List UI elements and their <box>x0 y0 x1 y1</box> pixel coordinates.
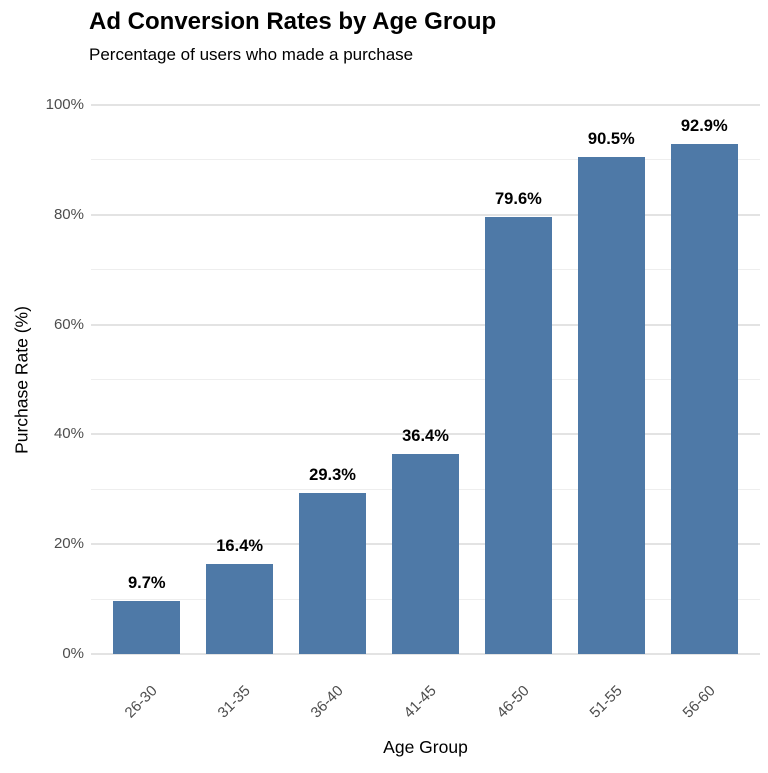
chart-subtitle: Percentage of users who made a purchase <box>89 45 414 64</box>
x-tick-label-51-55: 51-55 <box>586 682 626 722</box>
y-tick-label-60: 60% <box>53 315 84 333</box>
y-axis-title: Purchase Rate (%) <box>11 305 32 454</box>
gridline-major-100 <box>91 104 760 106</box>
gridline-minor-50 <box>91 379 760 380</box>
bar-value-label-36-40: 29.3% <box>309 466 356 485</box>
x-tick-label-46-50: 46-50 <box>493 682 533 722</box>
bar-value-label-51-55: 90.5% <box>587 130 635 149</box>
y-tick-label-100: 100% <box>45 96 84 113</box>
x-tick-label-26-30: 26-30 <box>121 682 162 722</box>
bar-36-40 <box>299 493 367 654</box>
bar-value-label-31-35: 16.4% <box>216 536 264 555</box>
bar-value-label-41-45: 36.4% <box>402 427 449 446</box>
x-axis-title: Age Group <box>383 737 468 757</box>
y-tick-label-0: 0% <box>62 645 84 662</box>
bar-56-60 <box>670 143 738 654</box>
bar-value-label-56-60: 92.9% <box>680 116 728 135</box>
chart-title: Ad Conversion Rates by Age Group <box>89 8 497 35</box>
gridline-major-80 <box>91 213 760 216</box>
x-tick-label-36-40: 36-40 <box>307 682 347 722</box>
gridline-minor-70 <box>91 269 760 271</box>
bar-26-30 <box>113 600 181 654</box>
plot-panel: 9.7% 16.4% 29.3% 36.4% 79.6% 90.5% 92.9% <box>91 104 760 655</box>
bar-46-50 <box>484 217 552 654</box>
bar-value-label-26-30: 9.7% <box>127 573 166 592</box>
x-tick-label-31-35: 31-35 <box>214 682 254 722</box>
gridline-major-60 <box>91 323 760 326</box>
y-tick-label-40: 40% <box>53 425 84 443</box>
bar-41-45 <box>392 454 459 654</box>
bar-value-label-46-50: 79.6% <box>495 189 542 208</box>
x-tick-label-41-45: 41-45 <box>400 682 440 722</box>
bar-31-35 <box>206 563 274 654</box>
gridline-minor-90 <box>91 159 760 161</box>
bar-51-55 <box>577 157 645 654</box>
y-tick-label-20: 20% <box>53 535 84 553</box>
gridline-major-0 <box>91 653 760 655</box>
y-tick-label-80: 80% <box>53 205 84 223</box>
gridline-major-40 <box>91 433 760 436</box>
x-tick-label-56-60: 56-60 <box>679 682 719 722</box>
